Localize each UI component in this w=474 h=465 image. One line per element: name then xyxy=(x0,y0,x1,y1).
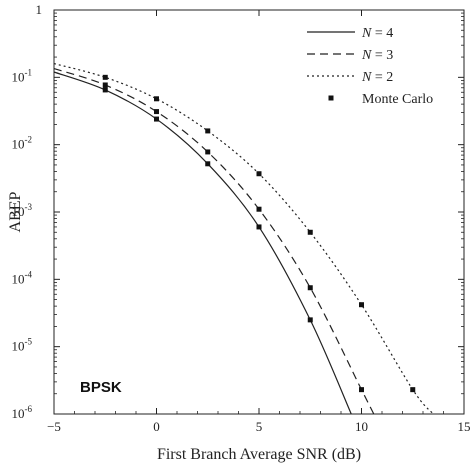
monte-carlo-marker xyxy=(359,302,364,308)
x-tick-label: 10 xyxy=(355,419,368,434)
monte-carlo-marker xyxy=(205,161,211,167)
y-tick-base: 10 xyxy=(12,339,25,354)
y-tick-base: 10 xyxy=(12,204,25,219)
y-tick-exponent: -1 xyxy=(25,67,33,77)
monte-carlo-marker xyxy=(102,87,108,93)
monte-carlo-marker xyxy=(359,387,364,393)
legend-rest: = 2 xyxy=(371,70,393,85)
plot-frame xyxy=(53,9,465,415)
y-tick-exponent: -5 xyxy=(25,337,33,347)
monte-carlo-marker xyxy=(307,229,313,235)
y-tick-label: 10-6 xyxy=(12,404,33,421)
series-line-dashed xyxy=(53,67,375,415)
monte-carlo-marker xyxy=(410,387,416,393)
y-tick-base: 10 xyxy=(12,69,25,84)
legend-rest: Monte Carlo xyxy=(362,92,433,107)
x-tick-label: −5 xyxy=(47,419,61,434)
y-tick-label: 10-3 xyxy=(12,202,33,219)
legend-label: N = 4 xyxy=(361,26,393,41)
y-tick-label: 1 xyxy=(36,2,43,17)
y-tick-base: 10 xyxy=(12,137,25,152)
x-tick-label: 5 xyxy=(256,419,263,434)
y-tick-base: 10 xyxy=(12,271,25,286)
legend-label: N = 3 xyxy=(361,48,393,63)
y-tick-label: 10-1 xyxy=(12,67,33,84)
x-tick-label: 15 xyxy=(458,419,471,434)
monte-carlo-marker xyxy=(205,149,211,155)
monte-carlo-marker xyxy=(102,82,108,88)
legend-italic: N xyxy=(361,26,372,41)
y-axis-label: ABEP xyxy=(7,191,24,232)
legend-label: N = 2 xyxy=(361,70,393,85)
y-tick-base: 10 xyxy=(12,406,25,421)
y-tick-exponent: -2 xyxy=(25,135,33,145)
y-tick-label: 10-2 xyxy=(12,135,33,152)
x-axis-label: First Branch Average SNR (dB) xyxy=(157,446,361,463)
monte-carlo-marker xyxy=(205,128,211,134)
y-tick-label: 10-4 xyxy=(12,269,33,286)
monte-carlo-markers xyxy=(102,74,416,393)
series-line-solid xyxy=(53,71,352,415)
bpsk-annotation: BPSK xyxy=(80,379,122,396)
legend-rest: = 3 xyxy=(371,48,393,63)
monte-carlo-marker xyxy=(154,116,159,122)
legend-italic: N xyxy=(361,70,372,85)
monte-carlo-marker xyxy=(307,285,313,291)
monte-carlo-marker xyxy=(256,224,262,230)
x-tick-label: 0 xyxy=(153,419,160,434)
y-tick-label: 10-5 xyxy=(12,337,33,354)
series-lines xyxy=(53,63,434,415)
monte-carlo-marker xyxy=(102,74,108,80)
monte-carlo-marker xyxy=(154,96,159,102)
monte-carlo-marker xyxy=(154,109,159,115)
monte-carlo-marker xyxy=(307,317,313,323)
y-tick-exponent: -6 xyxy=(25,404,33,414)
monte-carlo-marker xyxy=(256,171,262,177)
legend-label: Monte Carlo xyxy=(362,92,433,107)
y-tick-exponent: -3 xyxy=(25,202,33,212)
monte-carlo-marker xyxy=(256,206,262,212)
legend-rest: = 4 xyxy=(371,26,393,41)
y-tick-exponent: -4 xyxy=(25,269,33,279)
legend-italic: N xyxy=(361,48,372,63)
axis-ticks xyxy=(53,9,465,415)
series-line-dotted xyxy=(53,63,434,415)
legend-marker-sample xyxy=(328,95,334,101)
